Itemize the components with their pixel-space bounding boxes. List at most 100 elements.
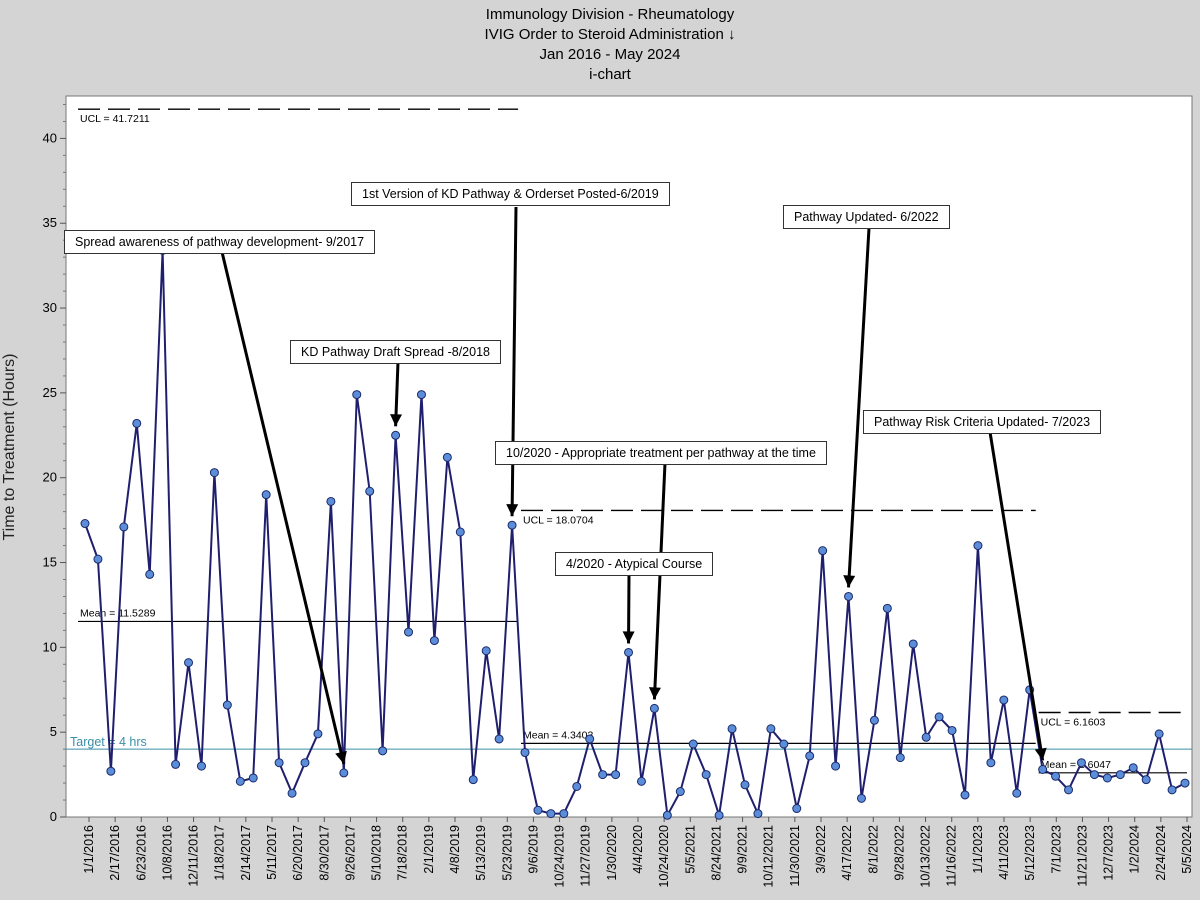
data-point-75 bbox=[1051, 771, 1061, 781]
data-point-64 bbox=[908, 639, 918, 649]
x-tick-label: 12/11/2016 bbox=[187, 825, 201, 887]
data-point-47 bbox=[688, 739, 698, 749]
data-point-1 bbox=[93, 554, 103, 564]
x-tick-label: 5/13/2019 bbox=[474, 825, 488, 881]
x-tick-label: 9/9/2021 bbox=[736, 825, 750, 874]
x-tick-label: 5/11/2017 bbox=[265, 825, 279, 880]
data-point-45 bbox=[662, 810, 672, 820]
data-point-69 bbox=[973, 541, 983, 551]
data-point-61 bbox=[869, 715, 879, 725]
data-point-53 bbox=[766, 724, 776, 734]
x-tick-label: 10/13/2022 bbox=[919, 825, 933, 888]
series-line bbox=[84, 250, 1186, 819]
x-tick-label: 7/18/2018 bbox=[396, 825, 410, 881]
data-point-84 bbox=[1167, 785, 1177, 795]
annotation-appropriate-treatment-10-2020: 10/2020 - Appropriate treatment per path… bbox=[495, 441, 827, 465]
x-tick-label: 1/30/2020 bbox=[605, 825, 619, 881]
x-tick-label: 5/12/2023 bbox=[1023, 825, 1037, 881]
data-point-7 bbox=[171, 759, 181, 769]
y-tick-label-5: 5 bbox=[50, 724, 57, 739]
data-point-4 bbox=[132, 418, 142, 428]
data-point-79 bbox=[1102, 773, 1112, 783]
data-point-33 bbox=[507, 520, 517, 530]
annotation-atypical-course-4-2020: 4/2020 - Atypical Course bbox=[555, 552, 714, 576]
x-tick-label: 2/14/2017 bbox=[239, 825, 253, 881]
annotation-arrow-shaft bbox=[652, 462, 667, 700]
data-point-31 bbox=[481, 646, 491, 656]
x-tick-label: 9/6/2019 bbox=[526, 825, 540, 874]
data-point-83 bbox=[1154, 729, 1164, 739]
x-tick-label: 2/1/2019 bbox=[422, 825, 436, 874]
x-tick-label: 6/23/2016 bbox=[134, 825, 148, 881]
data-point-81 bbox=[1128, 763, 1138, 773]
annotation-arrow-head bbox=[506, 504, 519, 517]
y-tick-label-30: 30 bbox=[43, 300, 57, 315]
x-tick-label: 4/4/2020 bbox=[631, 825, 645, 874]
data-point-34 bbox=[520, 748, 530, 758]
data-point-19 bbox=[326, 496, 336, 506]
data-point-28 bbox=[442, 452, 452, 462]
data-point-12 bbox=[235, 776, 245, 786]
x-tick-label: 9/26/2017 bbox=[343, 825, 357, 881]
x-tick-label: 10/12/2021 bbox=[762, 825, 776, 888]
y-tick-label-0: 0 bbox=[50, 809, 57, 824]
annotation-arrow-shaft bbox=[988, 431, 1045, 761]
x-tick-label: 8/24/2021 bbox=[709, 825, 723, 881]
data-point-66 bbox=[934, 712, 944, 722]
x-tick-label: 5/5/2021 bbox=[683, 825, 697, 874]
chart-title-line-2: IVIG Order to Steroid Administration ↓ bbox=[484, 26, 736, 43]
x-tick-label: 5/10/2018 bbox=[370, 825, 384, 881]
data-point-43 bbox=[636, 776, 646, 786]
x-tick-label: 1/1/2016 bbox=[82, 825, 96, 874]
data-point-25 bbox=[404, 627, 414, 637]
data-point-9 bbox=[196, 761, 206, 771]
data-point-74 bbox=[1038, 764, 1048, 774]
data-point-27 bbox=[429, 636, 439, 646]
data-point-0 bbox=[80, 519, 90, 529]
x-tick-label: 4/11/2023 bbox=[997, 825, 1011, 880]
data-point-44 bbox=[649, 703, 659, 713]
data-point-39 bbox=[585, 734, 595, 744]
y-tick-label-10: 10 bbox=[43, 639, 57, 654]
mean-label: Mean = 11.5289 bbox=[80, 607, 156, 619]
x-tick-label: 7/1/2023 bbox=[1049, 825, 1063, 874]
data-point-82 bbox=[1141, 775, 1151, 785]
x-tick-label: 1/2/2024 bbox=[1128, 825, 1142, 874]
data-point-8 bbox=[184, 658, 194, 668]
data-point-37 bbox=[559, 809, 569, 819]
data-point-18 bbox=[313, 729, 323, 739]
x-tick-label: 6/20/2017 bbox=[291, 825, 305, 881]
data-point-59 bbox=[844, 591, 854, 601]
annotation-arrow-shaft bbox=[847, 227, 871, 588]
x-tick-label: 11/30/2021 bbox=[788, 825, 802, 887]
x-tick-label: 2/24/2024 bbox=[1154, 825, 1168, 881]
data-point-77 bbox=[1076, 758, 1086, 768]
x-tick-label: 5/5/2024 bbox=[1180, 825, 1194, 874]
x-tick-label: 2/17/2016 bbox=[108, 825, 122, 881]
data-point-17 bbox=[300, 758, 310, 768]
data-point-14 bbox=[261, 490, 271, 500]
annotation-arrow-head bbox=[390, 414, 403, 427]
x-tick-label: 8/30/2017 bbox=[317, 825, 331, 881]
x-tick-label: 11/16/2022 bbox=[945, 825, 959, 887]
data-point-51 bbox=[740, 780, 750, 790]
data-point-41 bbox=[611, 770, 621, 780]
x-tick-label: 10/8/2016 bbox=[160, 825, 174, 881]
y-tick-label-35: 35 bbox=[43, 215, 57, 230]
annotation-risk-criteria-7-2023: Pathway Risk Criteria Updated- 7/2023 bbox=[863, 410, 1102, 434]
y-tick-label-40: 40 bbox=[43, 130, 57, 145]
annotation-arrow-head bbox=[335, 750, 347, 764]
x-tick-label: 1/1/2023 bbox=[971, 825, 985, 874]
data-point-32 bbox=[494, 734, 504, 744]
ucl-label: UCL = 18.0704 bbox=[523, 514, 594, 526]
data-point-10 bbox=[209, 468, 219, 478]
data-point-57 bbox=[818, 546, 828, 556]
data-point-67 bbox=[947, 725, 957, 735]
annotation-first-version-6-2019: 1st Version of KD Pathway & Orderset Pos… bbox=[351, 182, 670, 206]
data-point-11 bbox=[222, 700, 232, 710]
data-point-29 bbox=[455, 527, 465, 537]
annotation-arrow-head bbox=[622, 631, 635, 644]
data-point-38 bbox=[572, 781, 582, 791]
annotation-awareness-9-2017: Spread awareness of pathway development-… bbox=[64, 230, 376, 254]
data-point-48 bbox=[701, 770, 711, 780]
